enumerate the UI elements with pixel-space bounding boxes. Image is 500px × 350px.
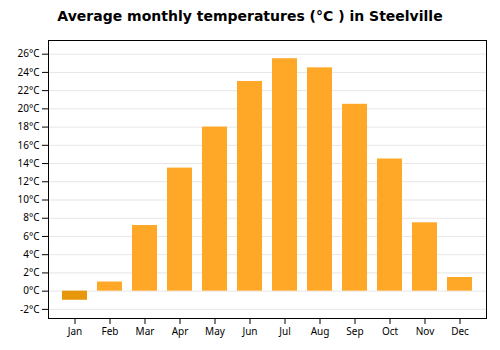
svg-text:Jun: Jun	[241, 324, 257, 338]
svg-text:Dec: Dec	[451, 324, 469, 338]
svg-text:20°C: 20°C	[17, 101, 40, 115]
svg-text:Jul: Jul	[278, 324, 291, 338]
svg-text:Mar: Mar	[136, 324, 155, 338]
svg-text:Feb: Feb	[102, 324, 119, 338]
svg-text:Apr: Apr	[172, 324, 189, 338]
svg-text:26°C: 26°C	[17, 46, 40, 60]
svg-text:16°C: 16°C	[17, 138, 40, 152]
svg-text:22°C: 22°C	[17, 83, 40, 97]
svg-text:Jan: Jan	[67, 324, 83, 338]
svg-text:4°C: 4°C	[23, 247, 40, 261]
svg-text:May: May	[205, 324, 226, 338]
svg-text:18°C: 18°C	[17, 119, 40, 133]
svg-text:24°C: 24°C	[17, 65, 40, 79]
svg-text:Oct: Oct	[382, 324, 399, 338]
svg-text:Sep: Sep	[346, 324, 363, 338]
svg-text:Aug: Aug	[311, 324, 330, 338]
svg-text:8°C: 8°C	[23, 210, 40, 224]
svg-text:Nov: Nov	[416, 324, 435, 338]
svg-text:10°C: 10°C	[17, 192, 40, 206]
svg-text:12°C: 12°C	[17, 174, 40, 188]
svg-text:14°C: 14°C	[17, 156, 40, 170]
svg-text:0°C: 0°C	[23, 283, 40, 297]
svg-text:6°C: 6°C	[23, 229, 40, 243]
html-text:Average monthly temperatures (: Average monthly temperatures (°C ) in St…	[57, 8, 443, 24]
svg-text:-2°C: -2°C	[20, 302, 40, 316]
svg-text:2°C: 2°C	[23, 265, 40, 279]
